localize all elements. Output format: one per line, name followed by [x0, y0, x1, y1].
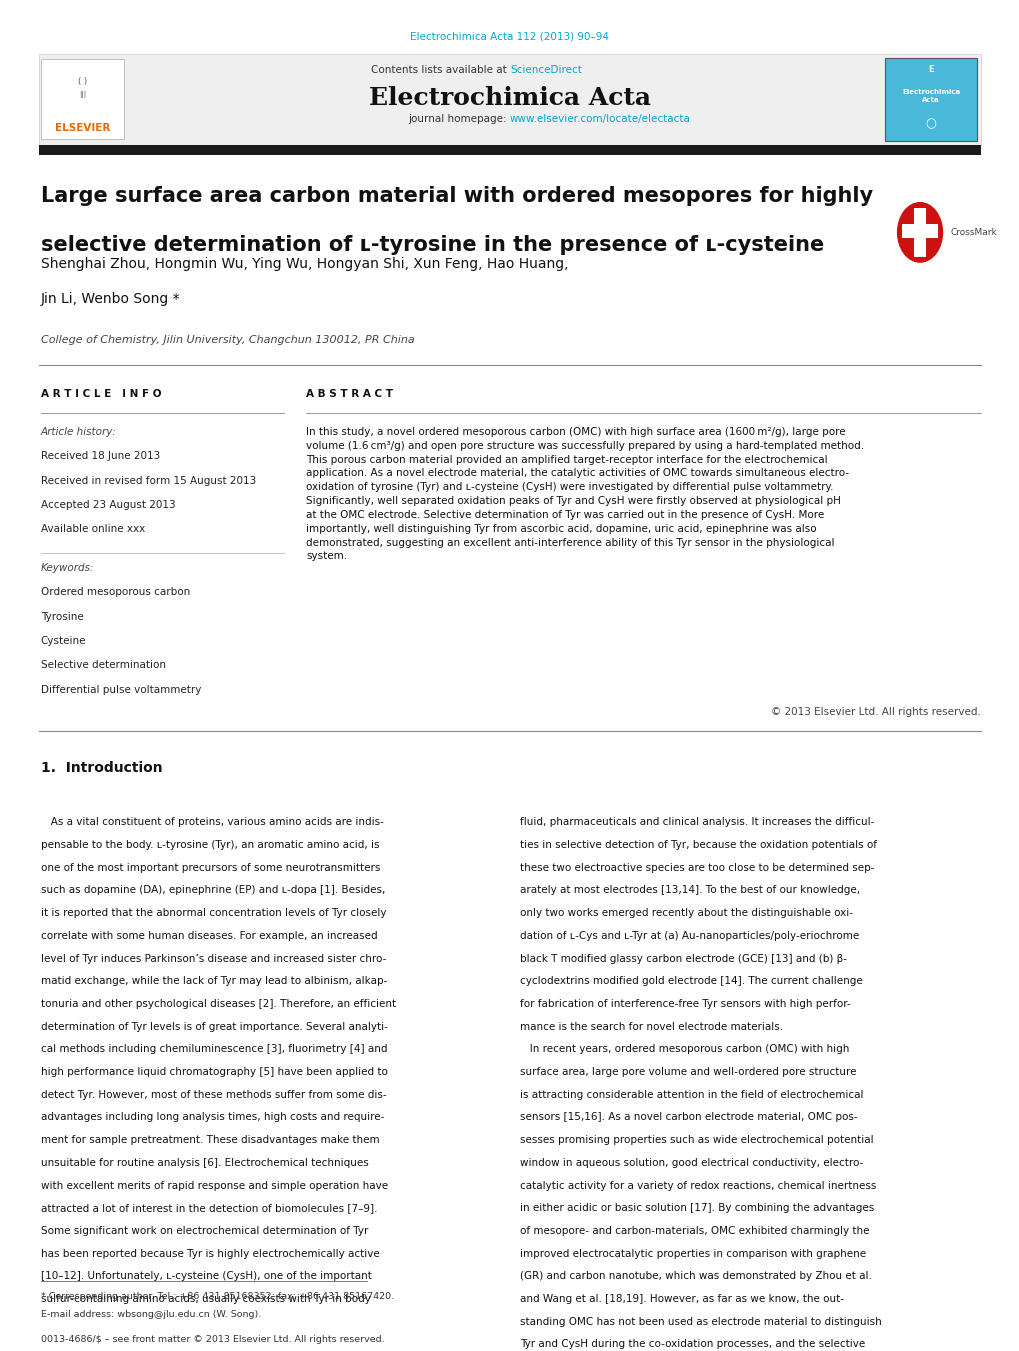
Text: Electrochimica Acta: Electrochimica Acta: [369, 86, 650, 111]
Text: Cysteine: Cysteine: [41, 636, 87, 646]
Text: Received 18 June 2013: Received 18 June 2013: [41, 451, 160, 461]
Text: black T modified glassy carbon electrode (GCE) [13] and (b) β-: black T modified glassy carbon electrode…: [520, 954, 847, 963]
Text: level of Tyr induces Parkinson’s disease and increased sister chro-: level of Tyr induces Parkinson’s disease…: [41, 954, 386, 963]
Text: www.elsevier.com/locate/electacta: www.elsevier.com/locate/electacta: [510, 115, 690, 124]
Text: Contents lists available at: Contents lists available at: [371, 65, 510, 74]
Text: ( ): ( ): [78, 77, 87, 86]
Text: Differential pulse voltammetry: Differential pulse voltammetry: [41, 685, 201, 694]
Text: Large surface area carbon material with ordered mesopores for highly: Large surface area carbon material with …: [41, 186, 872, 207]
FancyBboxPatch shape: [41, 59, 124, 139]
Text: Ordered mesoporous carbon: Ordered mesoporous carbon: [41, 588, 190, 597]
Text: College of Chemistry, Jilin University, Changchun 130012, PR China: College of Chemistry, Jilin University, …: [41, 335, 414, 345]
Text: tonuria and other psychological diseases [2]. Therefore, an efficient: tonuria and other psychological diseases…: [41, 998, 395, 1009]
Text: 0013-4686/$ – see front matter © 2013 Elsevier Ltd. All rights reserved.: 0013-4686/$ – see front matter © 2013 El…: [41, 1335, 384, 1344]
Text: ment for sample pretreatment. These disadvantages make them: ment for sample pretreatment. These disa…: [41, 1135, 379, 1146]
Text: it is reported that the abnormal concentration levels of Tyr closely: it is reported that the abnormal concent…: [41, 908, 386, 919]
Text: unsuitable for routine analysis [6]. Electrochemical techniques: unsuitable for routine analysis [6]. Ele…: [41, 1158, 368, 1167]
Text: advantages including long analysis times, high costs and require-: advantages including long analysis times…: [41, 1112, 384, 1123]
Text: sensors [15,16]. As a novel carbon electrode material, OMC pos-: sensors [15,16]. As a novel carbon elect…: [520, 1112, 857, 1123]
Text: sulfur-containing amino acids, usually coexists with Tyr in body: sulfur-containing amino acids, usually c…: [41, 1294, 370, 1304]
Text: correlate with some human diseases. For example, an increased: correlate with some human diseases. For …: [41, 931, 377, 940]
Text: arately at most electrodes [13,14]. To the best of our knowledge,: arately at most electrodes [13,14]. To t…: [520, 885, 859, 896]
Text: attracted a lot of interest in the detection of biomolecules [7–9].: attracted a lot of interest in the detec…: [41, 1204, 377, 1213]
Text: has been reported because Tyr is highly electrochemically active: has been reported because Tyr is highly …: [41, 1248, 379, 1259]
Text: catalytic activity for a variety of redox reactions, chemical inertness: catalytic activity for a variety of redo…: [520, 1181, 875, 1190]
Text: As a vital constituent of proteins, various amino acids are indis-: As a vital constituent of proteins, vari…: [41, 817, 383, 827]
FancyBboxPatch shape: [884, 58, 976, 141]
Text: these two electroactive species are too close to be determined sep-: these two electroactive species are too …: [520, 863, 874, 873]
Text: surface area, large pore volume and well-ordered pore structure: surface area, large pore volume and well…: [520, 1067, 856, 1077]
Text: fluid, pharmaceuticals and clinical analysis. It increases the difficul-: fluid, pharmaceuticals and clinical anal…: [520, 817, 873, 827]
Text: E: E: [927, 65, 933, 74]
Text: Electrochimica Acta 112 (2013) 90–94: Electrochimica Acta 112 (2013) 90–94: [410, 31, 609, 41]
Text: A B S T R A C T: A B S T R A C T: [306, 389, 392, 399]
Text: is attracting considerable attention in the field of electrochemical: is attracting considerable attention in …: [520, 1090, 863, 1100]
Text: Some significant work on electrochemical determination of Tyr: Some significant work on electrochemical…: [41, 1225, 368, 1236]
FancyBboxPatch shape: [913, 208, 925, 257]
FancyBboxPatch shape: [39, 54, 980, 145]
Text: * Corresponding author. Tel.: +86 431 85168352; fax: +86 431 85167420.: * Corresponding author. Tel.: +86 431 85…: [41, 1292, 393, 1301]
Text: window in aqueous solution, good electrical conductivity, electro-: window in aqueous solution, good electri…: [520, 1158, 863, 1167]
Text: © 2013 Elsevier Ltd. All rights reserved.: © 2013 Elsevier Ltd. All rights reserved…: [770, 707, 980, 716]
Text: Tyr and CysH during the co-oxidation processes, and the selective: Tyr and CysH during the co-oxidation pro…: [520, 1339, 864, 1350]
Text: Electrochimica
Acta: Electrochimica Acta: [902, 89, 959, 103]
Text: In this study, a novel ordered mesoporous carbon (OMC) with high surface area (1: In this study, a novel ordered mesoporou…: [306, 427, 863, 562]
Text: Tyrosine: Tyrosine: [41, 612, 84, 621]
Text: journal homepage:: journal homepage:: [408, 115, 510, 124]
Text: Available online xxx: Available online xxx: [41, 524, 145, 534]
Text: Received in revised form 15 August 2013: Received in revised form 15 August 2013: [41, 476, 256, 485]
Text: E-mail address: wbsong@jlu.edu.cn (W. Song).: E-mail address: wbsong@jlu.edu.cn (W. So…: [41, 1310, 261, 1320]
Text: matid exchange, while the lack of Tyr may lead to albinism, alkap-: matid exchange, while the lack of Tyr ma…: [41, 977, 387, 986]
Text: (GR) and carbon nanotube, which was demonstrated by Zhou et al.: (GR) and carbon nanotube, which was demo…: [520, 1271, 871, 1281]
Text: pensable to the body. ʟ-tyrosine (Tyr), an aromatic amino acid, is: pensable to the body. ʟ-tyrosine (Tyr), …: [41, 840, 379, 850]
Text: ELSEVIER: ELSEVIER: [55, 123, 110, 132]
Text: high performance liquid chromatography [5] have been applied to: high performance liquid chromatography […: [41, 1067, 387, 1077]
Text: Article history:: Article history:: [41, 427, 116, 436]
Text: Shenghai Zhou, Hongmin Wu, Ying Wu, Hongyan Shi, Xun Feng, Hao Huang,: Shenghai Zhou, Hongmin Wu, Ying Wu, Hong…: [41, 257, 568, 270]
Text: cyclodextrins modified gold electrode [14]. The current challenge: cyclodextrins modified gold electrode [1…: [520, 977, 862, 986]
Text: A R T I C L E   I N F O: A R T I C L E I N F O: [41, 389, 161, 399]
Text: such as dopamine (DA), epinephrine (EP) and ʟ-dopa [1]. Besides,: such as dopamine (DA), epinephrine (EP) …: [41, 885, 385, 896]
Text: Jin Li, Wenbo Song *: Jin Li, Wenbo Song *: [41, 292, 180, 305]
Text: [10–12]. Unfortunately, ʟ-cysteine (CysH), one of the important: [10–12]. Unfortunately, ʟ-cysteine (CysH…: [41, 1271, 371, 1281]
Text: improved electrocatalytic properties in comparison with graphene: improved electrocatalytic properties in …: [520, 1248, 865, 1259]
Text: ○: ○: [925, 118, 935, 131]
Text: standing OMC has not been used as electrode material to distinguish: standing OMC has not been used as electr…: [520, 1317, 881, 1327]
Text: selective determination of ʟ-tyrosine in the presence of ʟ-cysteine: selective determination of ʟ-tyrosine in…: [41, 235, 823, 255]
Text: only two works emerged recently about the distinguishable oxi-: only two works emerged recently about th…: [520, 908, 852, 919]
FancyBboxPatch shape: [39, 145, 980, 155]
Text: of mesopore- and carbon-materials, OMC exhibited charmingly the: of mesopore- and carbon-materials, OMC e…: [520, 1225, 869, 1236]
Text: mance is the search for novel electrode materials.: mance is the search for novel electrode …: [520, 1021, 783, 1032]
Text: one of the most important precursors of some neurotransmitters: one of the most important precursors of …: [41, 863, 380, 873]
Text: in either acidic or basic solution [17]. By combining the advantages: in either acidic or basic solution [17].…: [520, 1204, 873, 1213]
Text: sesses promising properties such as wide electrochemical potential: sesses promising properties such as wide…: [520, 1135, 873, 1146]
Text: CrossMark: CrossMark: [950, 228, 997, 236]
Text: and Wang et al. [18,19]. However, as far as we know, the out-: and Wang et al. [18,19]. However, as far…: [520, 1294, 844, 1304]
Text: ties in selective detection of Tyr, because the oxidation potentials of: ties in selective detection of Tyr, beca…: [520, 840, 876, 850]
Text: cal methods including chemiluminescence [3], fluorimetry [4] and: cal methods including chemiluminescence …: [41, 1044, 387, 1054]
Text: Keywords:: Keywords:: [41, 563, 94, 573]
Text: determination of Tyr levels is of great importance. Several analyti-: determination of Tyr levels is of great …: [41, 1021, 387, 1032]
Text: 1.  Introduction: 1. Introduction: [41, 761, 162, 774]
Text: Accepted 23 August 2013: Accepted 23 August 2013: [41, 500, 175, 509]
Text: In recent years, ordered mesoporous carbon (OMC) with high: In recent years, ordered mesoporous carb…: [520, 1044, 849, 1054]
Text: |||: |||: [79, 92, 86, 99]
Text: with excellent merits of rapid response and simple operation have: with excellent merits of rapid response …: [41, 1181, 387, 1190]
Text: for fabrication of interference-free Tyr sensors with high perfor-: for fabrication of interference-free Tyr…: [520, 998, 850, 1009]
Text: Selective determination: Selective determination: [41, 661, 166, 670]
Circle shape: [897, 203, 942, 262]
Text: ScienceDirect: ScienceDirect: [510, 65, 581, 74]
Text: dation of ʟ-Cys and ʟ-Tyr at (a) Au-nanoparticles/poly-eriochrome: dation of ʟ-Cys and ʟ-Tyr at (a) Au-nano…: [520, 931, 859, 940]
Text: detect Tyr. However, most of these methods suffer from some dis-: detect Tyr. However, most of these metho…: [41, 1090, 386, 1100]
FancyBboxPatch shape: [901, 224, 937, 238]
